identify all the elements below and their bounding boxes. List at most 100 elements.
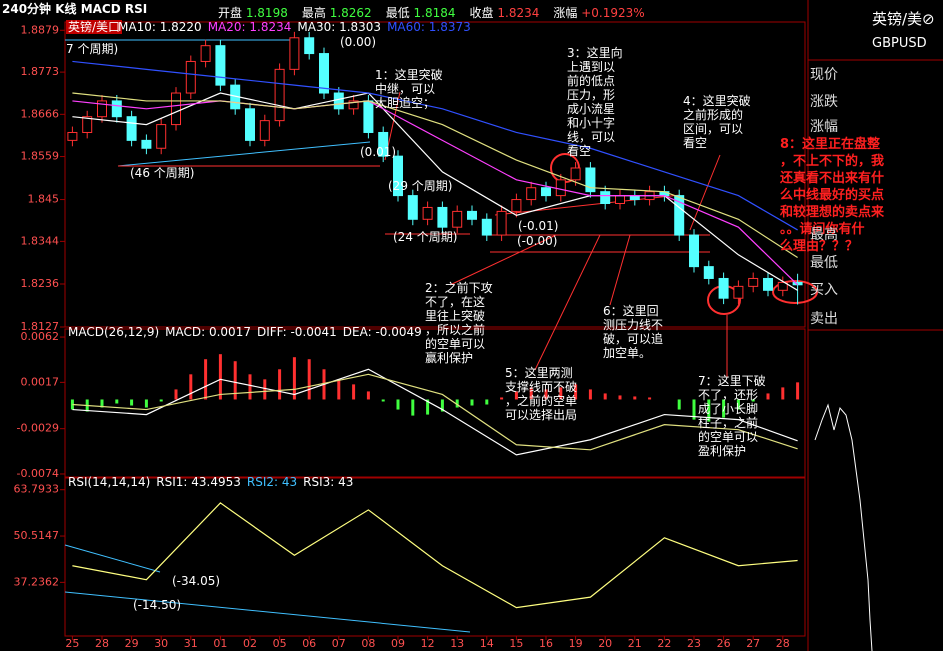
y-tick-label: 37.2362 <box>14 575 60 588</box>
diff-line <box>72 368 798 456</box>
x-tick-label: 14 <box>480 637 494 650</box>
candle-body <box>748 277 759 287</box>
candle-body <box>156 124 167 149</box>
y-tick-label: -0.0074 <box>17 467 59 480</box>
x-tick-label: 30 <box>154 637 168 650</box>
candle-body <box>511 199 522 212</box>
readout: MA30: 1.8303 <box>297 20 382 34</box>
annotation: 7：这里下破 不了，还形 成了小长脚 柱子，之前 的空单可以 盈利保护 <box>698 374 766 458</box>
period-label: (29 个周期) <box>388 179 453 193</box>
candle-body <box>585 167 596 193</box>
candle-body <box>393 155 403 197</box>
candle-body <box>422 206 433 220</box>
x-tick-label: 22 <box>657 637 671 650</box>
x-tick-label: 13 <box>450 637 464 650</box>
side-field: 买入 <box>810 282 838 298</box>
period-label: (0.00) <box>340 35 377 49</box>
readout: RSI1: 43.4953 <box>156 475 241 489</box>
quote-item: 最低 1.8184 <box>386 4 456 21</box>
candle-body <box>615 195 625 205</box>
readout: MACD(26,12,9) <box>68 325 160 339</box>
quote-value: 1.8184 <box>413 6 456 20</box>
x-tick-label: 23 <box>687 637 701 650</box>
annotation: 5：这里两测 支撑线而不破 ，之前的空单 可以选择出局 <box>505 366 578 422</box>
x-tick-label: 15 <box>509 637 523 650</box>
quote-label: 涨幅 <box>553 6 578 20</box>
price-panel <box>64 21 806 328</box>
readout: MACD: 0.0017 <box>165 325 251 339</box>
candle-body <box>82 116 93 133</box>
annotation: 4：这里突破 之前形成的 区间，可以 看空 <box>683 94 751 150</box>
rsi-readout: RSI(14,14,14) RSI1: 43.4953 RSI2: 43 RSI3: … <box>68 475 353 489</box>
candle-body <box>703 266 714 279</box>
side-field: 涨幅 <box>810 119 838 135</box>
pointer <box>609 234 631 306</box>
candle-body <box>777 281 788 291</box>
readout: MA20: 1.8234 <box>207 20 292 34</box>
side-field: 涨跌 <box>810 94 838 110</box>
y-tick-label: 1.8773 <box>21 65 60 78</box>
period-label: (46 个周期) <box>130 166 195 180</box>
side-code: GBPUSD <box>872 36 927 51</box>
ma-readout: MA10: 1.8220 MA20: 1.8234 MA30: 1.8303 MA60… <box>118 20 471 34</box>
candle-body <box>259 120 270 141</box>
readout: RSI3: 43 <box>303 475 354 489</box>
rsi-label: (-34.05) <box>172 574 221 588</box>
candle-body <box>733 285 744 299</box>
candle-body <box>496 210 507 236</box>
quote-value: 1.8262 <box>329 6 372 20</box>
x-tick-label: 31 <box>184 637 198 650</box>
y-tick-label: 50.5147 <box>14 529 60 542</box>
x-tick-label: 08 <box>361 637 375 650</box>
trend-line <box>117 141 371 167</box>
candle-body <box>200 45 211 62</box>
side-field: 最高 <box>810 227 838 243</box>
y-tick-label: -0.0029 <box>17 422 59 435</box>
macd-readout: MACD(26,12,9) MACD: 0.0017 DIFF: -0.0041 DE… <box>68 325 422 339</box>
candle-body <box>319 53 329 94</box>
y-tick-label: 1.8127 <box>21 320 60 333</box>
period-label: (0.01) <box>360 145 397 159</box>
macd-panel <box>64 328 806 478</box>
candle-body <box>407 195 418 220</box>
candle-body <box>555 179 566 197</box>
quote-label: 开盘 <box>218 6 243 20</box>
period-label: 7 个周期) <box>66 42 119 56</box>
candle-body <box>363 100 374 133</box>
y-tick-label: 1.8879 <box>21 23 60 36</box>
y-tick-label: 0.0017 <box>21 375 60 388</box>
annotation: 8：这里正在盘整 ，不上不下的，我 还真看不出来有什 么中线最好的买点 和较理想… <box>780 137 885 254</box>
ma-line <box>72 100 799 286</box>
side-field: 卖出 <box>810 311 838 327</box>
highlight-circle <box>772 280 818 304</box>
rsi-label: (-14.50) <box>133 598 182 612</box>
x-tick-label: 19 <box>569 637 583 650</box>
quote-label: 最高 <box>301 6 326 20</box>
x-tick-label: 12 <box>421 637 435 650</box>
candle-body <box>97 100 107 118</box>
readout: RSI(14,14,14) <box>68 475 151 489</box>
quote-value: +0.1923% <box>581 6 645 20</box>
pointer <box>534 234 601 371</box>
candle-body <box>452 210 463 228</box>
candle-body <box>289 37 300 70</box>
symbol-tab: 英镑/美口 <box>66 20 123 34</box>
x-tick-label: 25 <box>65 637 79 650</box>
candle-body <box>185 60 196 94</box>
candle-body <box>541 187 551 197</box>
trend-line <box>64 591 471 633</box>
quote-item: 收盘 1.8234 <box>470 4 540 21</box>
candle-body <box>437 206 448 228</box>
trend-line <box>64 544 161 573</box>
candle-body <box>674 195 685 236</box>
candle-body <box>304 37 315 55</box>
candle-body <box>111 100 122 118</box>
candle-body <box>67 131 78 141</box>
candle-body <box>526 187 537 201</box>
quote-item: 最高 1.8262 <box>302 4 372 21</box>
side-field: 最低 <box>810 255 838 271</box>
chart-title: 240分钟 K线 MACD RSI <box>2 2 148 16</box>
rsi-panel <box>64 477 806 637</box>
quote-label: 收盘 <box>469 6 494 20</box>
